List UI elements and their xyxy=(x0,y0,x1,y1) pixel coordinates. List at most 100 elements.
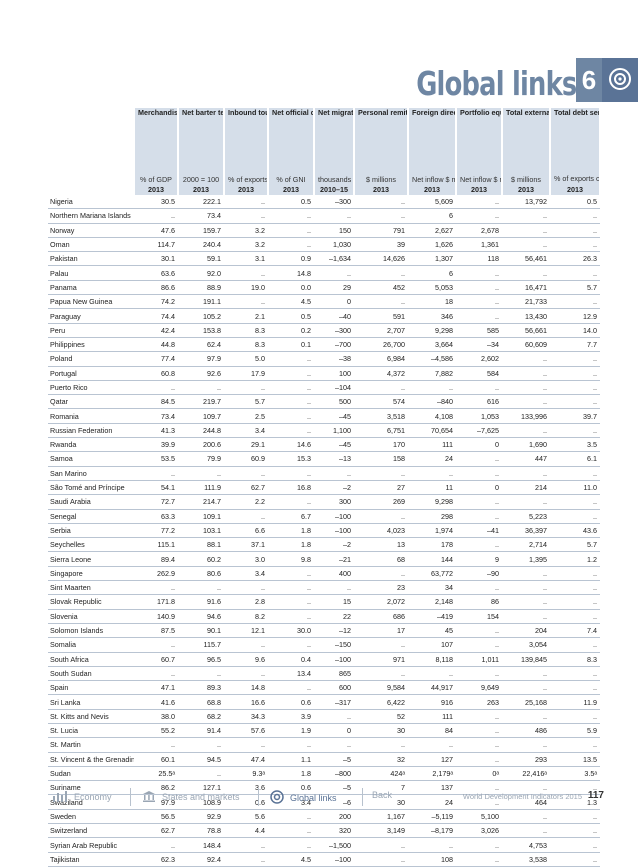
table-cell: .. xyxy=(456,780,502,796)
table-cell: .. xyxy=(224,580,268,596)
table-cell: 2,072 xyxy=(354,594,408,610)
table-cell: 23 xyxy=(354,580,408,596)
table-cell: .. xyxy=(224,208,268,224)
table-cell: 16.8 xyxy=(268,480,314,496)
table-cell: –100 xyxy=(314,523,354,539)
table-cell: –4,586 xyxy=(408,351,456,367)
table-cell: 2,602 xyxy=(456,351,502,367)
column-header: Net migration xyxy=(314,108,355,160)
table-cell: .. xyxy=(354,566,408,582)
table-cell: .. xyxy=(456,494,502,510)
table-cell: 6.7 xyxy=(268,509,314,524)
table-cell: 1.2 xyxy=(550,551,600,567)
table-cell: 153.8 xyxy=(178,323,224,338)
table-cell: .. xyxy=(408,837,456,853)
country-name: Sint Maarten xyxy=(48,580,134,596)
table-cell: 204 xyxy=(502,623,550,639)
country-name: Norway xyxy=(48,223,134,238)
table-cell: .. xyxy=(502,237,550,253)
table-cell: 74.4 xyxy=(134,308,178,324)
table-row: Samoa 53.5 79.9 60.9 15.3 –13 158 24.. 447 6.1 xyxy=(48,451,600,467)
table-cell: 1,395 xyxy=(502,551,550,567)
table-cell: 62.3 xyxy=(134,852,178,867)
table-cell: .. xyxy=(354,195,408,210)
country-name: Serbia xyxy=(48,523,134,539)
table-cell: 14.8 xyxy=(268,265,314,281)
table-cell: 77.2 xyxy=(134,523,178,539)
table-cell: 86.6 xyxy=(134,280,178,296)
nav-divider xyxy=(362,788,363,806)
table-cell: 262.9 xyxy=(134,566,178,582)
table-cell: .. xyxy=(550,223,600,238)
table-cell: 86 xyxy=(456,594,502,610)
table-row: Saudi Arabia 72.7 214.7 2.2.. 300 269 9,298...… xyxy=(48,494,600,510)
table-cell: 214.7 xyxy=(178,494,224,510)
table-cell: .. xyxy=(550,380,600,396)
column-unit-label: $ millions xyxy=(511,175,541,184)
table-cell: 1,974 xyxy=(408,523,456,539)
table-cell: 1,053 xyxy=(456,408,502,424)
table-cell: 47.6 xyxy=(134,223,178,238)
table-cell: 41.6 xyxy=(134,694,178,710)
table-cell: 1.1 xyxy=(268,752,314,767)
table-cell: .. xyxy=(354,666,408,682)
table-cell: .. xyxy=(456,709,502,724)
table-cell: 464 xyxy=(502,794,550,810)
table-cell: 7.4 xyxy=(550,623,600,639)
table-cell: 4,753 xyxy=(502,837,550,853)
nav-economy[interactable]: Economy xyxy=(52,790,112,804)
table-row: Somalia.. 115.7.... –150.. 107.. 3,054.. xyxy=(48,637,600,653)
table-cell: 616 xyxy=(456,394,502,410)
nav-back[interactable]: Back xyxy=(372,790,392,800)
table-cell: .. xyxy=(456,537,502,553)
table-cell: –100 xyxy=(314,852,354,867)
table-cell: 865 xyxy=(314,666,354,682)
table-cell: .. xyxy=(550,666,600,682)
section-title: Global links xyxy=(415,64,577,103)
table-cell: –300 xyxy=(314,195,354,210)
country-name: Samoa xyxy=(48,451,134,467)
table-row: South Sudan...... 13.4 865.......... xyxy=(48,666,600,682)
table-cell: .. xyxy=(502,780,550,796)
table-cell: 39.9 xyxy=(134,437,178,453)
table-cell: .. xyxy=(456,294,502,310)
table-cell: 1,361 xyxy=(456,237,502,253)
table-cell: 585 xyxy=(456,323,502,338)
country-name: Palau xyxy=(48,265,134,281)
table-cell: –5 xyxy=(314,752,354,767)
table-cell: 9,649 xyxy=(456,680,502,696)
table-cell: .. xyxy=(550,837,600,853)
table-cell: 144 xyxy=(408,551,456,567)
table-cell: .. xyxy=(268,208,314,224)
table-cell: 1.8 xyxy=(268,766,314,782)
country-name: San Marino xyxy=(48,466,134,481)
table-cell: 73.4 xyxy=(178,208,224,224)
table-cell: 0.5 xyxy=(268,308,314,324)
nav-global-links[interactable]: Global links xyxy=(270,790,337,806)
table-cell: .. xyxy=(502,709,550,724)
table-cell: –700 xyxy=(314,337,354,353)
table-cell: .. xyxy=(456,580,502,596)
table-cell: 60.9 xyxy=(224,451,268,467)
table-cell: 1.8 xyxy=(268,537,314,553)
table-cell: –13 xyxy=(314,451,354,467)
table-cell: 44.8 xyxy=(134,337,178,353)
table-cell: 107 xyxy=(408,637,456,653)
table-cell: 11.0 xyxy=(550,480,600,496)
table-cell: 111.9 xyxy=(178,480,224,496)
table-cell: .. xyxy=(456,380,502,396)
table-cell: 5.9 xyxy=(550,723,600,739)
table-cell: .. xyxy=(456,837,502,853)
table-cell: .. xyxy=(268,423,314,439)
country-name: Rwanda xyxy=(48,437,134,453)
nav-back-label: Back xyxy=(372,790,393,800)
table-cell: 60.8 xyxy=(134,366,178,381)
column-year: 2013 xyxy=(354,184,409,195)
table-cell: –12 xyxy=(314,623,354,639)
table-cell: .. xyxy=(456,852,502,867)
country-name: Poland xyxy=(48,351,134,367)
table-row: Seychelles 115.1 88.1 37.1 1.8 –2 13 178.. 2,714… xyxy=(48,537,600,553)
column-header-blank xyxy=(48,108,135,160)
nav-states-and-markets[interactable]: States and markets xyxy=(142,790,240,804)
table-cell: 916 xyxy=(408,694,456,710)
